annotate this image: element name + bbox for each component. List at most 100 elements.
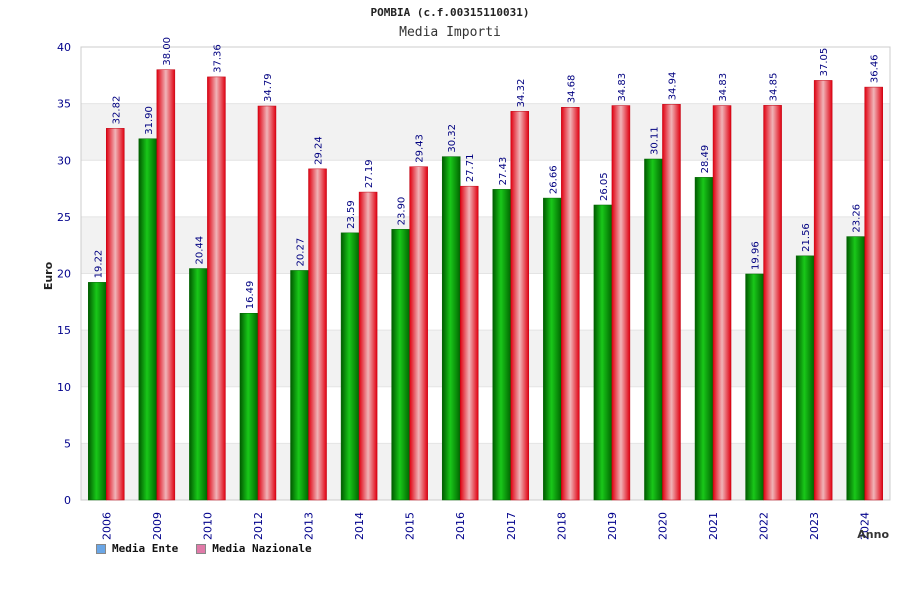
chart-legend: Media Ente Media Nazionale (96, 542, 312, 555)
data-label-nazionale: 37.36 (212, 44, 223, 73)
data-label-ente: 19.96 (751, 241, 762, 270)
x-tick-label: 2012 (252, 512, 265, 540)
data-label-nazionale: 29.24 (314, 136, 325, 165)
x-tick-label: 2021 (707, 512, 720, 540)
data-label-nazionale: 34.94 (667, 72, 678, 101)
x-tick-label: 2017 (505, 512, 518, 540)
bar-ente (340, 232, 360, 501)
bar-ente (593, 204, 613, 501)
data-label-ente: 28.49 (700, 145, 711, 174)
data-label-ente: 20.44 (194, 236, 205, 265)
data-label-ente: 23.26 (852, 204, 863, 233)
data-label-nazionale: 38.00 (162, 37, 173, 66)
bar-nazionale (611, 105, 631, 501)
bar-ente (138, 138, 158, 501)
y-tick-label: 20 (57, 268, 71, 281)
data-label-nazionale: 32.82 (111, 96, 122, 125)
x-tick-label: 2024 (859, 512, 872, 540)
x-tick-label: 2020 (656, 512, 669, 540)
legend-label-nazionale: Media Nazionale (212, 542, 312, 555)
legend-label-ente: Media Ente (112, 542, 179, 555)
x-axis-label: Anno (857, 528, 889, 541)
plot-border (80, 46, 891, 501)
x-tick-label: 2019 (606, 512, 619, 540)
x-tick-label: 2009 (151, 512, 164, 540)
data-label-nazionale: 27.19 (364, 159, 375, 188)
data-label-ente: 23.90 (397, 197, 408, 226)
data-label-nazionale: 34.85 (769, 73, 780, 102)
bar-ente (189, 268, 208, 501)
bar-nazionale (813, 80, 833, 501)
bar-nazionale (308, 168, 327, 501)
bar-nazionale (207, 76, 226, 501)
bar-ente (391, 229, 410, 501)
bar-ente (543, 197, 562, 501)
bar-nazionale (106, 128, 125, 501)
bar-ente (239, 313, 259, 501)
x-tick-label: 2018 (555, 512, 568, 540)
chart-subtitle: Media Importi (399, 25, 501, 40)
data-label-nazionale: 37.05 (819, 48, 830, 77)
legend-item-ente: Media Ente (96, 542, 178, 555)
data-label-ente: 26.66 (548, 165, 559, 194)
x-tick-label: 2022 (758, 512, 771, 540)
bar-ente (290, 270, 309, 501)
y-tick-label: 30 (57, 154, 71, 167)
y-axis-label: Euro (42, 261, 55, 290)
x-tick-label: 2013 (303, 512, 316, 540)
data-label-ente: 19.22 (93, 250, 104, 279)
y-tick-label: 5 (64, 437, 71, 450)
data-label-ente: 27.43 (498, 157, 509, 186)
data-label-nazionale: 34.32 (516, 79, 527, 108)
legend-item-nazionale: Media Nazionale (196, 542, 312, 555)
data-label-ente: 20.27 (296, 238, 307, 267)
x-tick-label: 2015 (404, 512, 417, 540)
x-tick-label: 2023 (808, 512, 821, 540)
data-label-nazionale: 34.79 (263, 73, 274, 102)
bar-ente (745, 273, 764, 501)
bar-nazionale (459, 185, 479, 501)
bar-nazionale (257, 105, 277, 501)
data-label-nazionale: 34.83 (617, 73, 628, 102)
bar-ente (441, 156, 461, 501)
bar-nazionale (156, 69, 176, 501)
y-tick-label: 0 (64, 494, 71, 507)
bar-ente (795, 255, 815, 501)
x-tick-label: 2014 (353, 512, 366, 540)
y-tick-label: 25 (57, 211, 71, 224)
y-tick-label: 35 (57, 98, 71, 111)
data-label-nazionale: 34.83 (718, 73, 729, 102)
bar-nazionale (409, 166, 428, 501)
data-label-ente: 21.56 (801, 223, 812, 252)
x-tick-label: 2010 (201, 512, 214, 540)
bar-ente (644, 158, 663, 501)
legend-swatch-ente (96, 543, 106, 554)
chart-title: POMBIA (c.f.00315110031) (370, 6, 530, 19)
bar-ente (88, 282, 107, 501)
bar-ente (846, 236, 865, 501)
data-label-ente: 23.59 (346, 200, 357, 229)
bar-nazionale (763, 105, 782, 501)
legend-swatch-nazionale (196, 543, 207, 554)
x-tick-label: 2006 (100, 512, 113, 540)
data-label-nazionale: 34.68 (566, 75, 577, 104)
bar-ente (694, 177, 714, 501)
bar-nazionale (561, 106, 580, 501)
data-label-ente: 30.11 (649, 126, 660, 155)
bar-nazionale (358, 191, 378, 501)
data-label-ente: 30.32 (447, 124, 458, 153)
y-tick-label: 40 (57, 41, 71, 54)
bar-nazionale (864, 86, 883, 501)
bar-nazionale (510, 111, 530, 501)
data-label-nazionale: 36.46 (870, 54, 881, 83)
bar-nazionale (712, 105, 732, 501)
bar-ente (492, 189, 512, 501)
y-tick-label: 10 (57, 381, 71, 394)
y-tick-label: 15 (57, 324, 71, 337)
data-label-ente: 16.49 (245, 281, 256, 310)
data-label-nazionale: 29.43 (415, 134, 426, 163)
x-tick-label: 2016 (454, 512, 467, 540)
bar-nazionale (662, 104, 681, 501)
data-label-nazionale: 27.71 (465, 154, 476, 183)
